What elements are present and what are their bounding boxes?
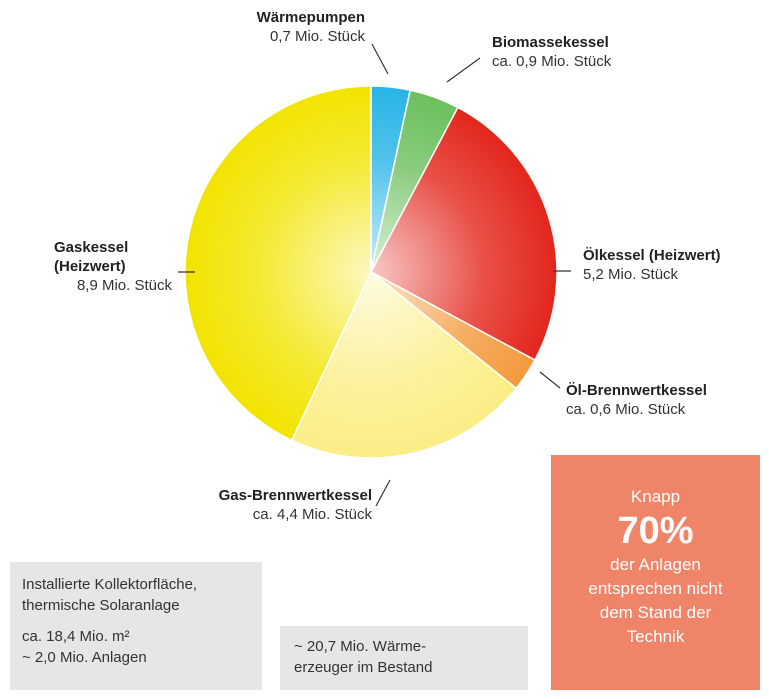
leader-line xyxy=(371,43,389,75)
slice-name: Ölkessel (Heizwert) xyxy=(583,247,721,264)
slice-label: Wärmepumpen 0,7 Mio. Stück xyxy=(257,8,365,46)
solar-line: ca. 18,4 Mio. m² xyxy=(22,628,130,645)
slice-name: Gas-Brennwertkessel xyxy=(218,487,372,504)
slice-label: Gaskessel (Heizwert) 8,9 Mio. Stück xyxy=(30,238,172,295)
leader-line xyxy=(539,371,561,389)
slice-label: Biomassekessel ca. 0,9 Mio. Stück xyxy=(492,33,611,71)
total-box: ~ 20,7 Mio. Wärme- erzeuger im Bestand xyxy=(280,626,528,690)
slice-name: Biomassekessel xyxy=(492,34,609,51)
solar-line: ~ 2,0 Mio. Anlagen xyxy=(22,649,147,666)
total-line: erzeuger im Bestand xyxy=(294,659,433,676)
leader-line xyxy=(446,57,481,83)
highlight-intro: Knapp xyxy=(630,487,681,506)
highlight-line: dem Stand der xyxy=(599,603,712,622)
slice-value: 8,9 Mio. Stück xyxy=(76,277,172,294)
solar-box: Installierte Kollektorfläche, thermische… xyxy=(10,562,262,690)
highlight-line: entsprechen nicht xyxy=(588,579,723,598)
slice-name: Öl-Brennwertkessel xyxy=(566,382,707,399)
slice-label: Gas-Brennwertkessel ca. 4,4 Mio. Stück xyxy=(219,486,372,524)
slice-label: Öl-Brennwertkessel ca. 0,6 Mio. Stück xyxy=(566,381,707,419)
leader-line xyxy=(375,479,391,507)
slice-name: Wärmepumpen xyxy=(256,9,365,26)
highlight-line: der Anlagen xyxy=(610,555,701,574)
highlight-figure: 70% xyxy=(617,510,694,552)
slice-label: Ölkessel (Heizwert) 5,2 Mio. Stück xyxy=(583,246,721,284)
highlight-line: Technik xyxy=(626,627,685,646)
slice-value: ca. 4,4 Mio. Stück xyxy=(252,506,372,523)
slice-value: ca. 0,9 Mio. Stück xyxy=(492,53,612,70)
slice-value: 5,2 Mio. Stück xyxy=(583,266,679,283)
highlight-box: Knapp 70% der Anlagen entsprechen nicht … xyxy=(551,455,760,690)
solar-title: Installierte Kollektorfläche, thermische… xyxy=(22,576,198,614)
slice-value: ca. 0,6 Mio. Stück xyxy=(566,401,686,418)
slice-name: Gaskessel (Heizwert) xyxy=(54,239,129,275)
slice-value: 0,7 Mio. Stück xyxy=(269,28,365,45)
total-line: ~ 20,7 Mio. Wärme- xyxy=(294,638,427,655)
